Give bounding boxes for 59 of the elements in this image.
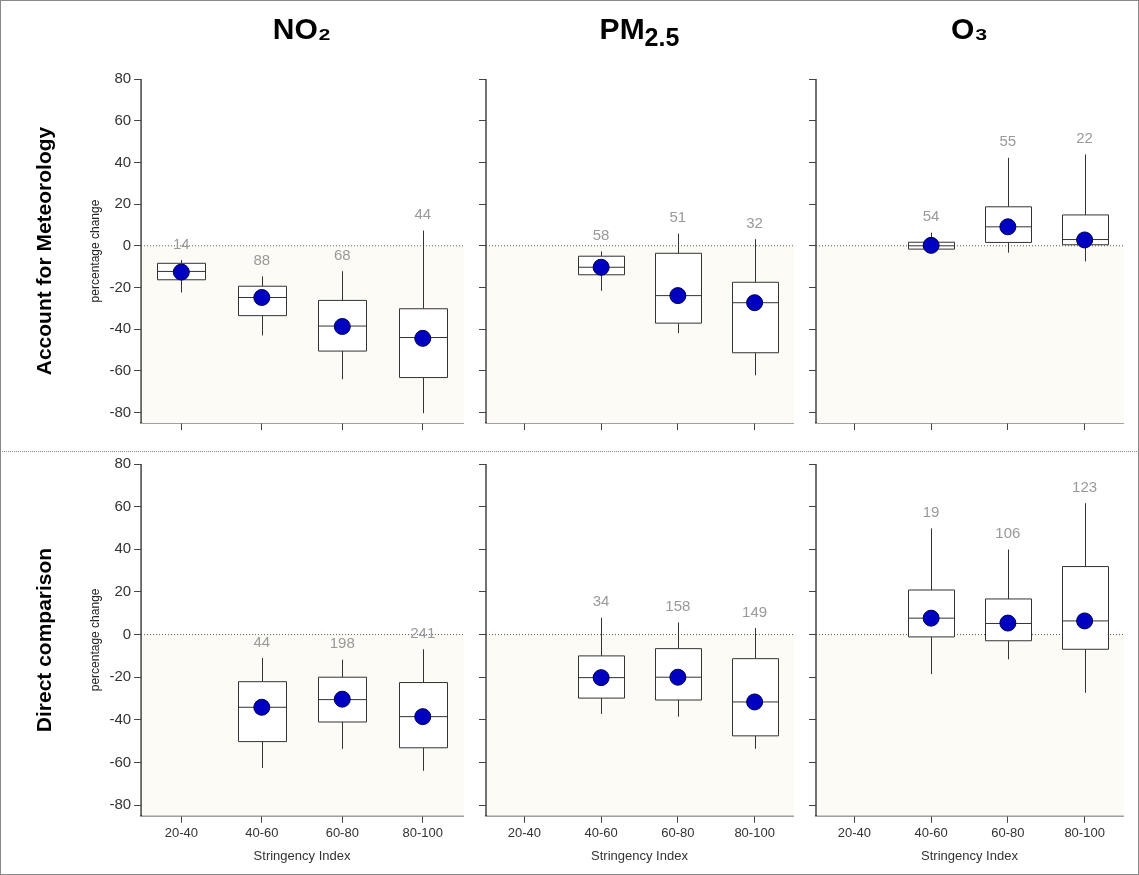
y-tick-label: 0 [122,624,132,642]
annotation: 54 [922,207,940,225]
y-tick-label: -80 [109,402,132,420]
x-tick-label: 40-60 [584,825,618,841]
y-tick-label: 20 [114,194,132,212]
y-tick-label: 60 [114,496,132,514]
y-axis-title: percentage change [87,199,102,303]
x-tick-label: 20-40 [164,825,198,841]
annotation: 19 [922,503,940,521]
annotation: 22 [1076,129,1093,147]
annotation: 44 [414,205,432,223]
y-tick-label: 80 [114,454,132,472]
y-tick-label: 0 [122,235,132,253]
annotation: 106 [995,524,1021,542]
x-tick-label: 60-80 [661,825,695,841]
annotation: 51 [669,208,687,226]
y-tick-label: 80 [114,69,132,87]
annotation: 198 [329,634,355,652]
chart-title: NO₂ [272,12,332,46]
x-tick-label: 80-100 [1064,825,1105,841]
annotation: 241 [410,623,436,641]
x-axis-title: Stringency Index [253,847,351,863]
y-tick-label: -60 [109,752,132,770]
y-tick-label: 40 [114,152,132,170]
annotation: 123 [1072,477,1098,495]
y-axis-title: percentage change [87,588,102,692]
text: Account for Meteorology [32,126,56,376]
y-tick-label: -60 [109,361,132,379]
annotation: 44 [253,632,271,650]
y-tick-label: -20 [109,667,132,685]
y-tick-label: -40 [109,319,132,337]
x-tick-label: 60-80 [991,825,1025,841]
y-tick-label: 60 [114,110,132,128]
annotation: 58 [592,226,610,244]
annotation: 55 [999,132,1017,150]
y-tick-label: 20 [114,582,132,600]
y-tick-label: -80 [109,795,132,813]
x-tick-label: 80-100 [402,825,443,841]
annotation: 88 [253,251,271,269]
x-tick-label: 60-80 [325,825,359,841]
x-tick-label: 20-40 [837,825,871,841]
chart-title: O₃ [950,12,989,46]
chart-title: PM$_{2.5}$ [599,12,680,52]
annotation: 158 [665,597,691,615]
text: Direct comparison [32,547,56,733]
x-axis-title: Stringency Index [921,847,1019,863]
annotation: 68 [333,245,351,263]
x-tick-label: 80-100 [734,825,775,841]
y-tick-label: -40 [109,710,132,727]
x-axis-title: Stringency Index [591,847,689,863]
x-tick-label: 40-60 [914,825,948,841]
annotation: 34 [592,592,610,610]
annotation: 149 [742,602,768,620]
x-tick-label: 20-40 [507,825,541,841]
x-tick-label: 40-60 [245,825,279,841]
y-tick-label: -20 [109,277,132,295]
annotation: 14 [172,234,190,252]
y-tick-label: 40 [114,539,132,557]
annotation: 32 [746,213,763,231]
